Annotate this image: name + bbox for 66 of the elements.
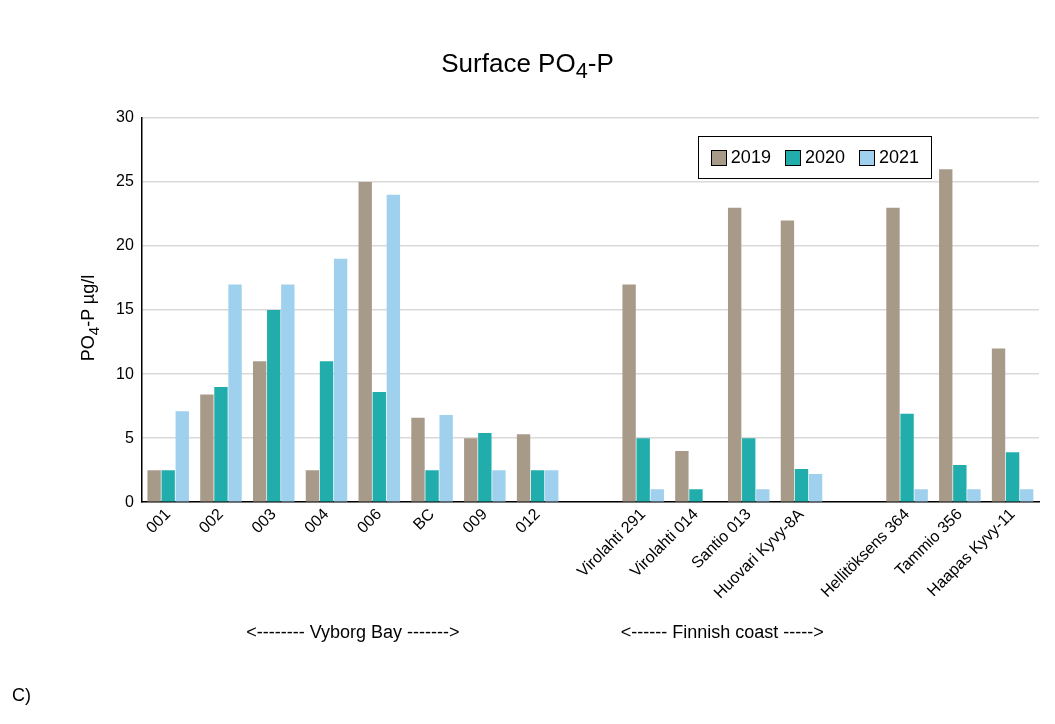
bar <box>780 220 795 502</box>
y-tick-label: 10 <box>116 364 134 382</box>
bar <box>742 438 756 502</box>
bar <box>622 284 636 502</box>
legend-label: 2021 <box>878 147 919 168</box>
x-tick-label: 004 <box>300 505 332 537</box>
y-tick-label: 5 <box>124 428 134 446</box>
bar <box>689 489 703 502</box>
x-tick-label: 002 <box>195 505 227 537</box>
y-tick-label: 20 <box>116 236 134 254</box>
bar <box>228 284 242 502</box>
bar <box>161 470 175 502</box>
text: C) <box>12 684 31 705</box>
legend-label: 2020 <box>804 147 845 168</box>
bar <box>464 438 478 502</box>
text: <------ Finnish coast -----> <box>620 621 824 642</box>
bar <box>333 258 348 502</box>
bar <box>545 470 559 502</box>
bar <box>319 361 334 502</box>
x-tick-label: 006 <box>353 505 385 537</box>
bar <box>200 394 214 502</box>
bar <box>953 465 967 502</box>
bar <box>492 470 506 502</box>
bar <box>939 169 953 502</box>
bar <box>411 417 425 502</box>
bar <box>756 489 770 502</box>
bar <box>439 415 453 502</box>
bar <box>281 284 295 502</box>
chart-title: Surface PO$_{4}$-P <box>440 48 615 85</box>
bar <box>1020 489 1034 502</box>
bar <box>650 489 664 502</box>
bar <box>516 434 531 502</box>
bar <box>967 489 981 502</box>
bar <box>675 450 689 502</box>
x-tick-label: 012 <box>511 505 543 537</box>
y-tick-label: 15 <box>116 300 134 318</box>
bar <box>214 386 228 502</box>
bar <box>358 182 372 502</box>
bar <box>530 470 545 502</box>
bar <box>252 361 267 502</box>
bar <box>886 207 900 502</box>
bar <box>1005 452 1020 502</box>
bar <box>386 194 401 502</box>
bar <box>727 207 742 502</box>
bar <box>372 392 386 502</box>
legend-label: 2019 <box>730 147 771 168</box>
bar <box>808 474 823 502</box>
x-tick-label: 003 <box>248 505 280 537</box>
x-tick-label: 001 <box>142 505 174 537</box>
y-tick-label: 0 <box>124 492 134 510</box>
bar <box>794 468 809 502</box>
bar <box>305 470 320 502</box>
bar <box>175 411 189 502</box>
bar <box>425 470 439 502</box>
bar <box>914 489 928 502</box>
bar <box>267 310 281 502</box>
x-tick-label: BC <box>409 505 438 533</box>
y-tick-label: 25 <box>116 172 134 190</box>
x-tick-label: 009 <box>459 505 491 537</box>
bar <box>636 438 650 502</box>
bar <box>991 348 1006 502</box>
bar <box>147 470 161 502</box>
y-tick-label: 30 <box>116 108 134 126</box>
bar <box>900 413 914 502</box>
text: <-------- Vyborg Bay -------> <box>246 621 460 642</box>
bar <box>478 433 492 502</box>
